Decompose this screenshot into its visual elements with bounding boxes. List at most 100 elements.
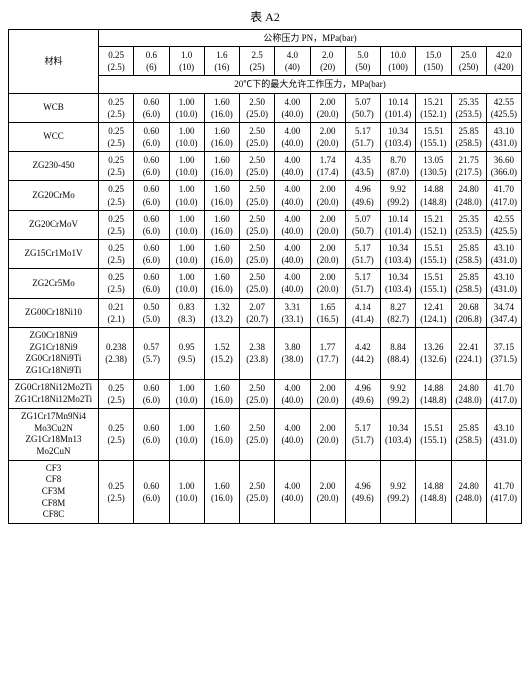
value-cell: 2.00(20.0) bbox=[310, 269, 345, 298]
value-bottom: (17.7) bbox=[312, 353, 344, 365]
table-title: 表 A2 bbox=[8, 8, 522, 25]
value-top: 5.17 bbox=[347, 242, 379, 254]
value-bottom: (5.7) bbox=[135, 353, 167, 365]
value-top: 9.92 bbox=[382, 382, 414, 394]
value-top: 13.05 bbox=[417, 154, 449, 166]
value-bottom: (16.0) bbox=[206, 166, 238, 178]
value-cell: 1.00(10.0) bbox=[169, 93, 204, 122]
value-bottom: (431.0) bbox=[488, 254, 520, 266]
material-name: CF8 bbox=[10, 474, 97, 486]
value-top: 2.50 bbox=[241, 382, 273, 394]
value-bottom: (417.0) bbox=[488, 492, 520, 504]
value-cell: 41.70(417.0) bbox=[486, 460, 521, 523]
value-bottom: (10.0) bbox=[171, 108, 203, 120]
value-top: 1.60 bbox=[206, 96, 238, 108]
header-col: 15.0(150) bbox=[416, 47, 451, 76]
value-top: 15.51 bbox=[417, 125, 449, 137]
value-bottom: (9.5) bbox=[171, 353, 203, 365]
value-top: 0.25 bbox=[100, 271, 132, 283]
value-top: 1.60 bbox=[206, 382, 238, 394]
value-bottom: (366.0) bbox=[488, 166, 520, 178]
value-top: 4.00 bbox=[276, 154, 308, 166]
value-top: 8.27 bbox=[382, 301, 414, 313]
material-name: Mo2CuN bbox=[10, 446, 97, 458]
value-top: 0.60 bbox=[135, 154, 167, 166]
value-cell: 25.85(258.5) bbox=[451, 239, 486, 268]
material-name: ZG0Cr18Ni9Ti bbox=[10, 353, 97, 365]
value-cell: 10.34(103.4) bbox=[381, 122, 416, 151]
value-top: 2.00 bbox=[312, 271, 344, 283]
value-bottom: (20.0) bbox=[312, 283, 344, 295]
value-top: 1.60 bbox=[206, 213, 238, 225]
value-bottom: (99.2) bbox=[382, 196, 414, 208]
value-bottom: (43.5) bbox=[347, 166, 379, 178]
value-cell: 5.07(50.7) bbox=[345, 93, 380, 122]
value-cell: 0.50(5.0) bbox=[134, 298, 169, 327]
material-name: WCC bbox=[10, 131, 97, 143]
value-top: 34.74 bbox=[488, 301, 520, 313]
value-cell: 15.51(155.1) bbox=[416, 239, 451, 268]
value-cell: 1.00(10.0) bbox=[169, 408, 204, 460]
material-name: ZG2Cr5Mo bbox=[10, 278, 97, 290]
value-bottom: (13.2) bbox=[206, 313, 238, 325]
value-cell: 9.92(99.2) bbox=[381, 379, 416, 408]
value-cell: 1.00(10.0) bbox=[169, 269, 204, 298]
value-top: 1.60 bbox=[206, 242, 238, 254]
value-top: 1.00 bbox=[171, 382, 203, 394]
value-bottom: (10.0) bbox=[171, 137, 203, 149]
value-bottom: (152.1) bbox=[417, 225, 449, 237]
value-cell: 10.14(101.4) bbox=[381, 93, 416, 122]
material-name: ZG0Cr18Ni9 bbox=[10, 330, 97, 342]
value-bottom: (16.0) bbox=[206, 492, 238, 504]
value-top: 43.10 bbox=[488, 271, 520, 283]
value-bottom: (258.5) bbox=[453, 434, 485, 446]
value-top: 2.50 bbox=[241, 242, 273, 254]
value-top: 1.60 bbox=[206, 422, 238, 434]
value-bottom: (51.7) bbox=[347, 254, 379, 266]
value-cell: 24.80(248.0) bbox=[451, 379, 486, 408]
value-cell: 15.21(152.1) bbox=[416, 210, 451, 239]
value-top: 2.50 bbox=[241, 96, 273, 108]
value-cell: 43.10(431.0) bbox=[486, 122, 521, 151]
value-top: 0.21 bbox=[100, 301, 132, 313]
value-cell: 0.60(6.0) bbox=[134, 269, 169, 298]
value-top: 0.60 bbox=[135, 96, 167, 108]
value-top: 1.00 bbox=[171, 422, 203, 434]
value-top: 4.00 bbox=[276, 183, 308, 195]
value-top: 10.14 bbox=[382, 213, 414, 225]
value-bottom: (25.0) bbox=[241, 166, 273, 178]
value-cell: 1.00(10.0) bbox=[169, 152, 204, 181]
header-pn: 公称压力 PN，MPa(bar) bbox=[99, 30, 522, 47]
value-bottom: (431.0) bbox=[488, 137, 520, 149]
value-top: 5.07 bbox=[347, 213, 379, 225]
value-cell: 2.00(20.0) bbox=[310, 181, 345, 210]
value-bottom: (124.1) bbox=[417, 313, 449, 325]
value-cell: 0.60(6.0) bbox=[134, 460, 169, 523]
value-bottom: (25.0) bbox=[241, 196, 273, 208]
value-cell: 2.50(25.0) bbox=[240, 379, 275, 408]
value-cell: 43.10(431.0) bbox=[486, 269, 521, 298]
value-top: 14.88 bbox=[417, 382, 449, 394]
value-top: 1.60 bbox=[206, 480, 238, 492]
value-cell: 1.77(17.7) bbox=[310, 327, 345, 379]
value-cell: 5.07(50.7) bbox=[345, 210, 380, 239]
header-col: 10.0(100) bbox=[381, 47, 416, 76]
value-top: 1.00 bbox=[171, 96, 203, 108]
value-top: 5.17 bbox=[347, 125, 379, 137]
value-bottom: (101.4) bbox=[382, 225, 414, 237]
value-top: 4.00 bbox=[276, 96, 308, 108]
value-cell: 25.35(253.5) bbox=[451, 93, 486, 122]
value-top: 0.25 bbox=[100, 480, 132, 492]
value-top: 1.77 bbox=[312, 341, 344, 353]
value-top: 43.10 bbox=[488, 242, 520, 254]
value-top: 8.70 bbox=[382, 154, 414, 166]
value-top: 4.96 bbox=[347, 183, 379, 195]
material-cell: ZG20CrMoV bbox=[9, 210, 99, 239]
value-cell: 0.25(2.5) bbox=[99, 269, 134, 298]
value-bottom: (99.2) bbox=[382, 492, 414, 504]
value-cell: 36.60(366.0) bbox=[486, 152, 521, 181]
value-top: 1.60 bbox=[206, 271, 238, 283]
value-top: 12.41 bbox=[417, 301, 449, 313]
value-top: 8.84 bbox=[382, 341, 414, 353]
value-top: 0.238 bbox=[100, 341, 132, 353]
